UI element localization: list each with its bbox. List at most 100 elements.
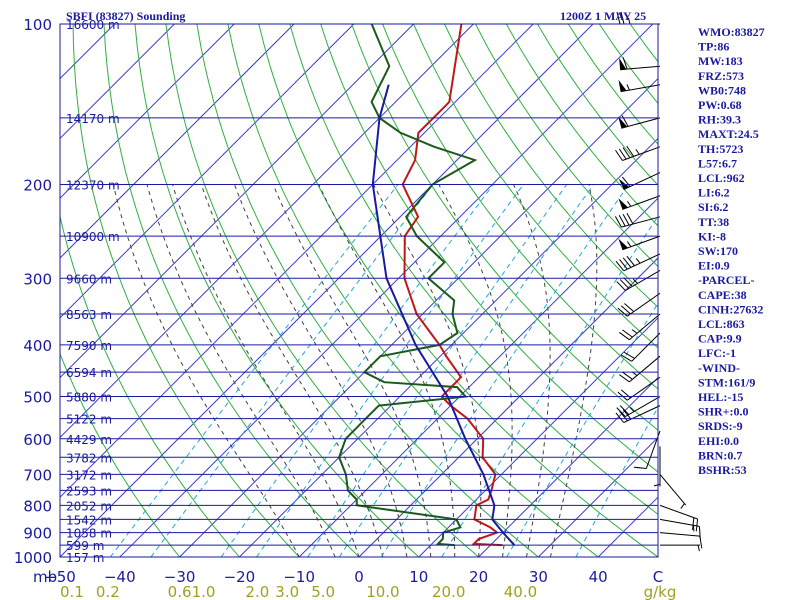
wind-barb-flag — [619, 374, 630, 383]
wind-barb-flag — [619, 332, 630, 341]
wind-barb-flag — [695, 518, 699, 532]
pressure-tick-label: 400 — [23, 337, 52, 355]
wind-barbs — [614, 11, 703, 552]
index-line: LCL:863 — [698, 317, 745, 331]
wind-barb-flag — [622, 257, 632, 268]
wind-barb-half-flag — [632, 278, 638, 284]
wind-barb — [615, 405, 661, 423]
wind-barb — [617, 292, 661, 317]
isotherm-line — [119, 24, 654, 557]
mixing-ratio-label: 1.0 — [192, 583, 216, 600]
wind-barb-flag — [615, 260, 625, 272]
isotherm-line — [60, 24, 474, 439]
height-label: 6594 m — [66, 366, 112, 380]
mixing-ratio-line — [307, 184, 568, 557]
axes — [59, 23, 659, 558]
wind-barb-half-flag — [697, 545, 700, 552]
temperature-tick-label: −50 — [44, 568, 76, 586]
wind-barb-flag — [622, 57, 628, 70]
index-line: SW:170 — [698, 244, 738, 258]
dry-adiabat — [505, 24, 658, 227]
wind-barb-flag — [624, 303, 635, 312]
moist-adiabat — [112, 184, 300, 557]
wind-barb-flag — [633, 466, 647, 469]
wind-barb-staff — [622, 146, 661, 161]
height-label: 599 m — [66, 539, 104, 553]
moist-adiabat — [318, 184, 456, 557]
pressure-tick-label: 100 — [23, 16, 52, 34]
wind-barb-flag — [622, 214, 630, 226]
pressure-tick-label: 600 — [23, 431, 52, 449]
index-line: SHR+:0.0 — [698, 405, 749, 419]
isotherm-line — [478, 376, 658, 557]
height-label: 12370 m — [66, 178, 120, 192]
index-line: LFC:-1 — [698, 346, 736, 360]
index-line: CAPE:38 — [698, 288, 747, 302]
wind-barb-flag — [614, 216, 622, 228]
moist-adiabat — [372, 184, 482, 557]
temperature-tick-label: −30 — [164, 568, 196, 586]
index-line: HEL:-15 — [698, 390, 743, 404]
temperature-tick-label: 40 — [589, 568, 608, 586]
pressure-tick-label: 200 — [23, 176, 52, 194]
index-line: L57:6.7 — [698, 156, 737, 170]
pressure-tick-label: 1000 — [14, 549, 52, 567]
isotherm-line — [60, 24, 175, 140]
dry-adiabat — [444, 24, 658, 308]
wind-barb-half-flag — [680, 503, 685, 509]
mixing-ratio-line — [150, 184, 434, 557]
wind-barb-flag — [620, 354, 632, 362]
height-label: 157 m — [66, 551, 104, 565]
mixing-ratio-label: 40.0 — [504, 583, 537, 600]
wind-barb-staff — [620, 84, 661, 93]
index-line: MW:183 — [698, 54, 743, 68]
dry-adiabat — [475, 24, 658, 268]
index-line: EHI:0.0 — [698, 434, 739, 448]
temperature-tick-label: 10 — [409, 568, 428, 586]
wind-barb-flag — [622, 329, 633, 338]
index-line: TP:86 — [698, 40, 729, 54]
wind-barb-flag — [616, 407, 626, 417]
indices-panel: WMO:83827TP:86MW:183FRZ:573WB0:748PW:0.6… — [698, 25, 765, 477]
sounding-traces — [338, 24, 516, 547]
wind-barb-half-flag — [626, 84, 630, 91]
wind-barb-flag — [622, 371, 633, 380]
index-line: PW:0.68 — [698, 98, 742, 112]
wind-barb-half-flag — [631, 329, 638, 334]
mixing-ratio-line — [338, 184, 594, 557]
height-label: 4429 m — [66, 433, 112, 447]
wind-barb — [659, 504, 699, 532]
index-line: BRN:0.7 — [698, 448, 742, 462]
wind-barb — [620, 332, 661, 362]
mixing-ratio-label: 0.2 — [96, 583, 120, 600]
pressure-axis-label: mb — [33, 568, 57, 586]
index-line: LI:6.2 — [698, 186, 730, 200]
wind-barb-half-flag — [626, 241, 632, 247]
wind-barb — [619, 355, 661, 383]
wind-barb-flag — [615, 149, 623, 161]
wind-barb-flag — [615, 412, 625, 423]
isotherm-line — [418, 317, 658, 557]
height-label: 14170 m — [66, 112, 120, 126]
index-line: EI:0.9 — [698, 259, 730, 273]
wind-barb-staff — [623, 405, 661, 423]
wind-barb-staff — [621, 216, 661, 228]
index-line: SI:6.2 — [698, 200, 728, 214]
wind-barb-staff — [629, 313, 661, 341]
index-line: SRDS:-9 — [698, 419, 743, 433]
moist-adiabat — [233, 184, 408, 557]
wind-barb-staff — [659, 518, 700, 527]
wind-barb — [619, 57, 661, 71]
wind-barb-staff — [623, 253, 661, 272]
pressure-tick-label: 900 — [23, 525, 52, 543]
mixing-ratio-label: 0.1 — [60, 583, 84, 600]
isotherm-line — [60, 24, 534, 498]
wind-barb-flag — [618, 148, 627, 160]
wind-barb-flag — [692, 517, 695, 531]
index-line: WB0:748 — [698, 83, 746, 97]
wind-barb-flag — [626, 145, 635, 157]
isotherm-line — [60, 24, 295, 259]
isotherm-line — [60, 24, 235, 199]
mixing-ratio-label: 2.0 — [245, 583, 269, 600]
height-label: 5122 m — [66, 413, 112, 427]
